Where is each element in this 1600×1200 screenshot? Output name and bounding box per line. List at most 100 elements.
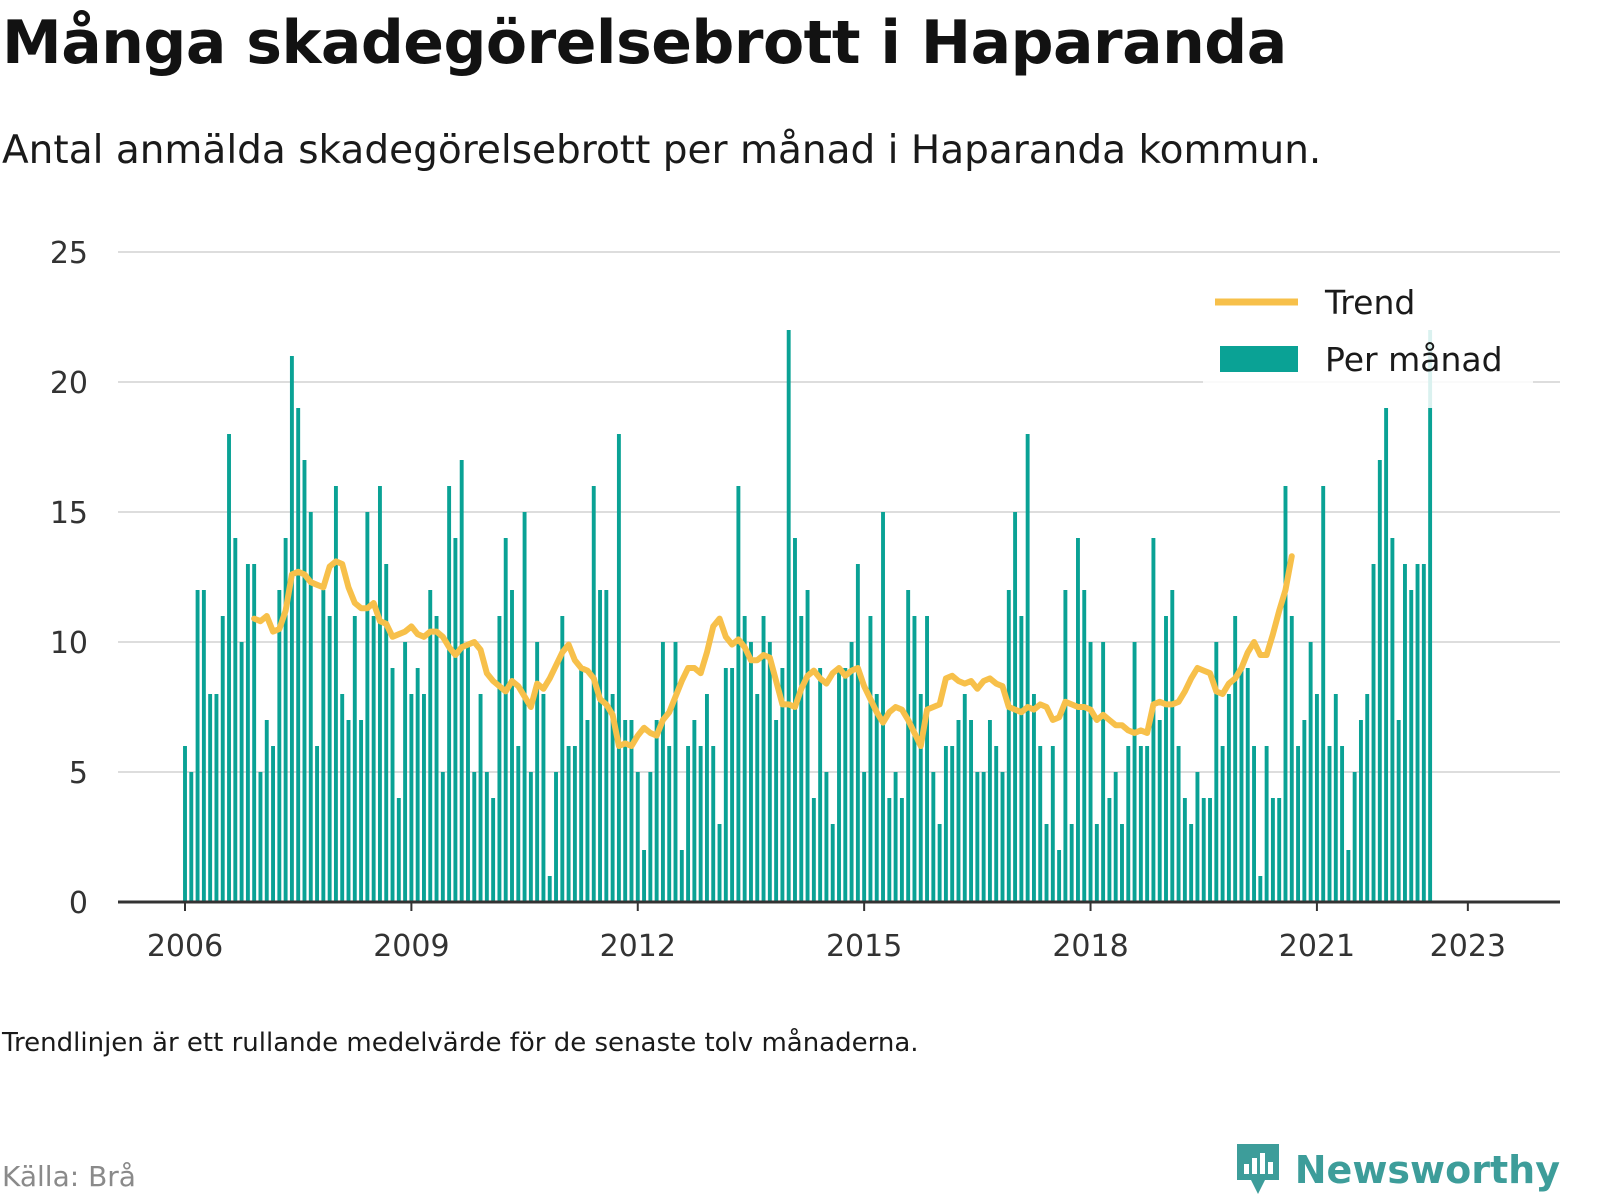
bar bbox=[1283, 486, 1288, 902]
bar bbox=[409, 694, 414, 902]
bar bbox=[1138, 746, 1143, 902]
bar bbox=[1258, 876, 1263, 902]
bar bbox=[604, 590, 609, 902]
bar bbox=[1189, 824, 1194, 902]
bar bbox=[1057, 850, 1062, 902]
bar bbox=[1396, 720, 1401, 902]
bar bbox=[774, 720, 779, 902]
bar bbox=[208, 694, 213, 902]
bar bbox=[704, 694, 709, 902]
bar bbox=[227, 434, 231, 902]
bar bbox=[736, 486, 741, 902]
bar bbox=[711, 746, 716, 902]
bar bbox=[1352, 772, 1357, 902]
bar bbox=[346, 720, 351, 902]
bar bbox=[742, 616, 747, 902]
bar bbox=[271, 746, 275, 902]
bar bbox=[1264, 746, 1269, 902]
bar bbox=[749, 642, 753, 902]
bar bbox=[579, 668, 584, 902]
bar bbox=[874, 694, 879, 902]
bar bbox=[1365, 694, 1370, 902]
bar bbox=[1302, 720, 1307, 902]
brand-logo[interactable]: Newsworthy bbox=[1233, 1140, 1560, 1200]
bar bbox=[528, 772, 533, 902]
page-subtitle: Antal anmälda skadegörelsebrott per måna… bbox=[2, 128, 1322, 173]
bar bbox=[283, 538, 288, 902]
bar bbox=[1132, 642, 1137, 902]
bar bbox=[321, 590, 326, 902]
bar bbox=[610, 694, 615, 902]
bar bbox=[1428, 330, 1433, 902]
bar bbox=[767, 642, 772, 902]
bar bbox=[422, 694, 426, 902]
bar bbox=[333, 486, 338, 902]
bar bbox=[943, 746, 948, 902]
x-tick-label: 2023 bbox=[1430, 929, 1506, 960]
bar bbox=[258, 772, 263, 902]
bar bbox=[830, 824, 835, 902]
bar bbox=[1327, 746, 1332, 902]
bar bbox=[214, 694, 219, 902]
bar bbox=[1333, 694, 1338, 902]
bar bbox=[371, 616, 376, 902]
bar bbox=[440, 772, 445, 902]
bar bbox=[1050, 746, 1055, 902]
bar bbox=[289, 356, 294, 902]
bar bbox=[755, 694, 760, 902]
bar bbox=[1270, 798, 1275, 902]
bar bbox=[673, 642, 678, 902]
bar bbox=[1252, 746, 1256, 902]
bar bbox=[994, 746, 999, 902]
bar bbox=[616, 434, 621, 902]
bar bbox=[1340, 746, 1345, 902]
bar bbox=[315, 746, 320, 902]
bar bbox=[1101, 642, 1106, 902]
bar bbox=[1107, 798, 1112, 902]
bar bbox=[434, 616, 439, 902]
bar bbox=[1314, 694, 1319, 902]
y-tick-label: 0 bbox=[69, 886, 88, 921]
legend-bars-label: Per månad bbox=[1325, 340, 1503, 379]
bar bbox=[887, 798, 892, 902]
bar bbox=[881, 512, 885, 902]
bar bbox=[459, 460, 464, 902]
bar bbox=[1151, 538, 1156, 902]
bar bbox=[1113, 772, 1118, 902]
bar bbox=[472, 772, 477, 902]
bar bbox=[189, 772, 194, 902]
bar bbox=[962, 694, 967, 902]
bar bbox=[447, 486, 452, 902]
bar bbox=[950, 746, 955, 902]
bars bbox=[183, 330, 1433, 902]
bar bbox=[679, 850, 684, 902]
bar bbox=[365, 512, 370, 902]
bar bbox=[377, 486, 382, 902]
bar bbox=[491, 798, 496, 902]
bar bbox=[868, 616, 873, 902]
trend-line-group bbox=[251, 553, 1295, 749]
bar bbox=[862, 772, 867, 902]
y-tick-label: 15 bbox=[50, 496, 88, 531]
y-tick-label: 20 bbox=[50, 366, 88, 401]
legend: Trend Per månad bbox=[1203, 266, 1533, 408]
bar bbox=[1384, 408, 1389, 902]
source-credit: Källa: Brå bbox=[2, 1160, 136, 1193]
bar bbox=[566, 746, 571, 902]
bar bbox=[554, 772, 558, 902]
bar bbox=[648, 772, 653, 902]
legend-bars-swatch bbox=[1220, 346, 1298, 372]
chart-note: Trendlinjen är ett rullande medelvärde f… bbox=[2, 1028, 919, 1058]
bar bbox=[1176, 746, 1181, 902]
bar bbox=[981, 772, 986, 902]
bar bbox=[1088, 642, 1093, 902]
bar bbox=[510, 590, 514, 902]
bar bbox=[1403, 564, 1407, 902]
bar bbox=[1157, 720, 1162, 902]
bar bbox=[560, 616, 565, 902]
x-axis-ticks: 2006 2009 2012 2015 2018 2021 2023 bbox=[147, 902, 1506, 960]
bar bbox=[1358, 720, 1363, 902]
bar bbox=[547, 876, 552, 902]
bar bbox=[201, 590, 206, 902]
bar bbox=[893, 772, 898, 902]
